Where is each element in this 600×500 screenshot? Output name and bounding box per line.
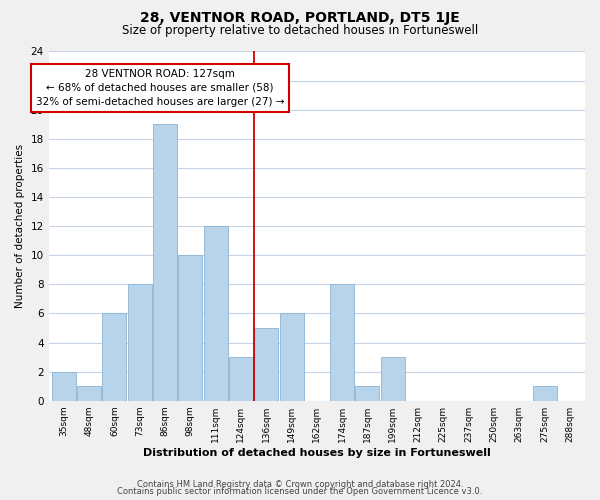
Bar [203,226,227,400]
Text: Contains HM Land Registry data © Crown copyright and database right 2024.: Contains HM Land Registry data © Crown c… [137,480,463,489]
Bar [153,124,177,400]
Text: Size of property relative to detached houses in Fortuneswell: Size of property relative to detached ho… [122,24,478,37]
Text: 28 VENTNOR ROAD: 127sqm
← 68% of detached houses are smaller (58)
32% of semi-de: 28 VENTNOR ROAD: 127sqm ← 68% of detache… [36,69,284,107]
Bar [103,314,127,400]
Text: 28, VENTNOR ROAD, PORTLAND, DT5 1JE: 28, VENTNOR ROAD, PORTLAND, DT5 1JE [140,11,460,25]
Bar [381,357,405,401]
X-axis label: Distribution of detached houses by size in Fortuneswell: Distribution of detached houses by size … [143,448,491,458]
Bar [280,314,304,400]
Bar [178,255,202,400]
Y-axis label: Number of detached properties: Number of detached properties [15,144,25,308]
Bar [229,357,253,401]
Bar [330,284,354,401]
Bar [254,328,278,400]
Text: Contains public sector information licensed under the Open Government Licence v3: Contains public sector information licen… [118,487,482,496]
Bar [52,372,76,400]
Bar [77,386,101,400]
Bar [128,284,152,401]
Bar [355,386,379,400]
Bar [533,386,557,400]
